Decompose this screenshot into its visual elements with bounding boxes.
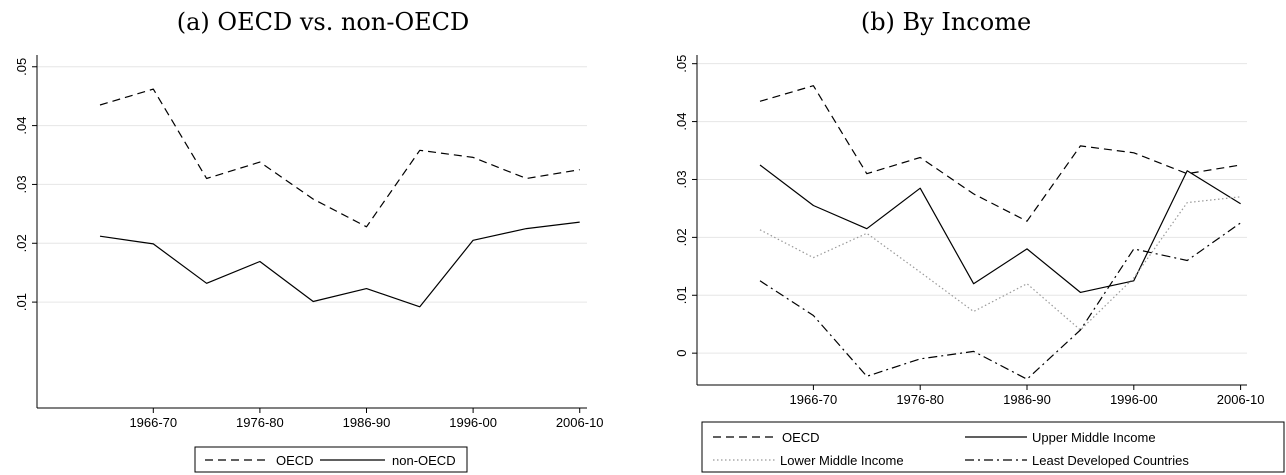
x-tick-label: 1976-80 — [236, 415, 284, 430]
y-tick-label: .03 — [14, 175, 29, 193]
y-ticks-b: 0 .01 .02 .03 .04 .05 — [674, 55, 697, 357]
y-tick-label: .04 — [14, 117, 29, 135]
x-tick-label: 1976-80 — [896, 392, 944, 407]
y-tick-label: .01 — [14, 293, 29, 311]
legend-a: OECD non-OECD — [194, 446, 468, 473]
y-tick-label: .02 — [674, 228, 689, 246]
series-line-least-developed-countries — [759, 222, 1241, 380]
gridlines-b — [697, 63, 1247, 354]
legend-label-upper-middle-b: Upper Middle Income — [1032, 430, 1156, 445]
legend-label-non-oecd-a: non-OECD — [392, 453, 456, 468]
legend-label-oecd-b: OECD — [782, 430, 820, 445]
series-line-lower-middle-income — [759, 196, 1241, 331]
x-tick-label: 2006-10 — [1217, 392, 1265, 407]
gridlines-a — [37, 66, 587, 303]
chart-title-b: (b) By Income — [861, 8, 1031, 36]
x-tick-label: 1986-90 — [1003, 392, 1051, 407]
x-ticks-b: 1966-70 1976-80 1986-90 1996-00 2006-10 — [790, 385, 1265, 407]
x-tick-label: 2006-10 — [556, 415, 604, 430]
y-tick-label: .05 — [14, 58, 29, 76]
chart-title-a: (a) OECD vs. non-OECD — [177, 8, 470, 36]
legend-box-b — [701, 421, 1285, 473]
series-line-non-oecd — [99, 221, 580, 308]
y-ticks-a: .01 .02 .03 .04 .05 — [14, 58, 37, 311]
chart-panel-a: (a) OECD vs. non-OECD .01 .02 .03 .04 .05 19… — [14, 8, 604, 473]
series-group-b — [759, 85, 1241, 380]
legend-label-oecd-a: OECD — [276, 453, 314, 468]
chart-panel-b: (b) By Income 0.01.02.03.04.05 1966-70 19… — [674, 8, 1285, 473]
legend-label-lower-middle-b: Lower Middle Income — [780, 453, 904, 468]
series-line-upper-middle-income — [759, 164, 1241, 293]
series-line-oecd — [759, 85, 1241, 222]
y-tick-label: 0 — [674, 350, 689, 357]
x-tick-label: 1996-00 — [1110, 392, 1158, 407]
x-tick-label: 1966-70 — [790, 392, 838, 407]
x-tick-label: 1966-70 — [129, 415, 177, 430]
y-tick-label: .05 — [674, 55, 689, 73]
legend-label-least-developed-b: Least Developed Countries — [1032, 453, 1189, 468]
legend-b: OECD Upper Middle Income Lower Middle In… — [701, 421, 1285, 473]
x-tick-label: 1996-00 — [449, 415, 497, 430]
y-tick-label: .01 — [674, 286, 689, 304]
y-tick-label: .04 — [674, 113, 689, 131]
y-tick-label: .02 — [14, 234, 29, 252]
y-tick-label: .03 — [674, 170, 689, 188]
x-ticks-a: 1966-70 1976-80 1986-90 1996-00 2006-10 — [129, 408, 604, 430]
series-line-oecd — [99, 88, 580, 228]
series-group-a — [99, 88, 580, 308]
x-tick-label: 1986-90 — [343, 415, 391, 430]
